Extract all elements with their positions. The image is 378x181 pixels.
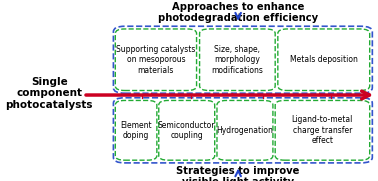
Text: Ligand-to-metal
charge transfer
effect: Ligand-to-metal charge transfer effect bbox=[292, 115, 353, 145]
Text: Strategies to improve
visible light activity: Strategies to improve visible light acti… bbox=[177, 166, 300, 181]
Text: Approaches to enhance
photodegradation efficiency: Approaches to enhance photodegradation e… bbox=[158, 2, 318, 23]
Text: Metals deposition: Metals deposition bbox=[290, 55, 358, 64]
Text: Semiconductor
coupling: Semiconductor coupling bbox=[158, 121, 215, 140]
Text: Hydrogenation: Hydrogenation bbox=[217, 126, 273, 135]
Text: Supporting catalysts
on mesoporous
materials: Supporting catalysts on mesoporous mater… bbox=[116, 45, 195, 75]
Text: Size, shape,
morphology
modifications: Size, shape, morphology modifications bbox=[211, 45, 263, 75]
Text: Single
component
photocatalysts: Single component photocatalysts bbox=[5, 77, 93, 110]
Text: Element
doping: Element doping bbox=[120, 121, 152, 140]
